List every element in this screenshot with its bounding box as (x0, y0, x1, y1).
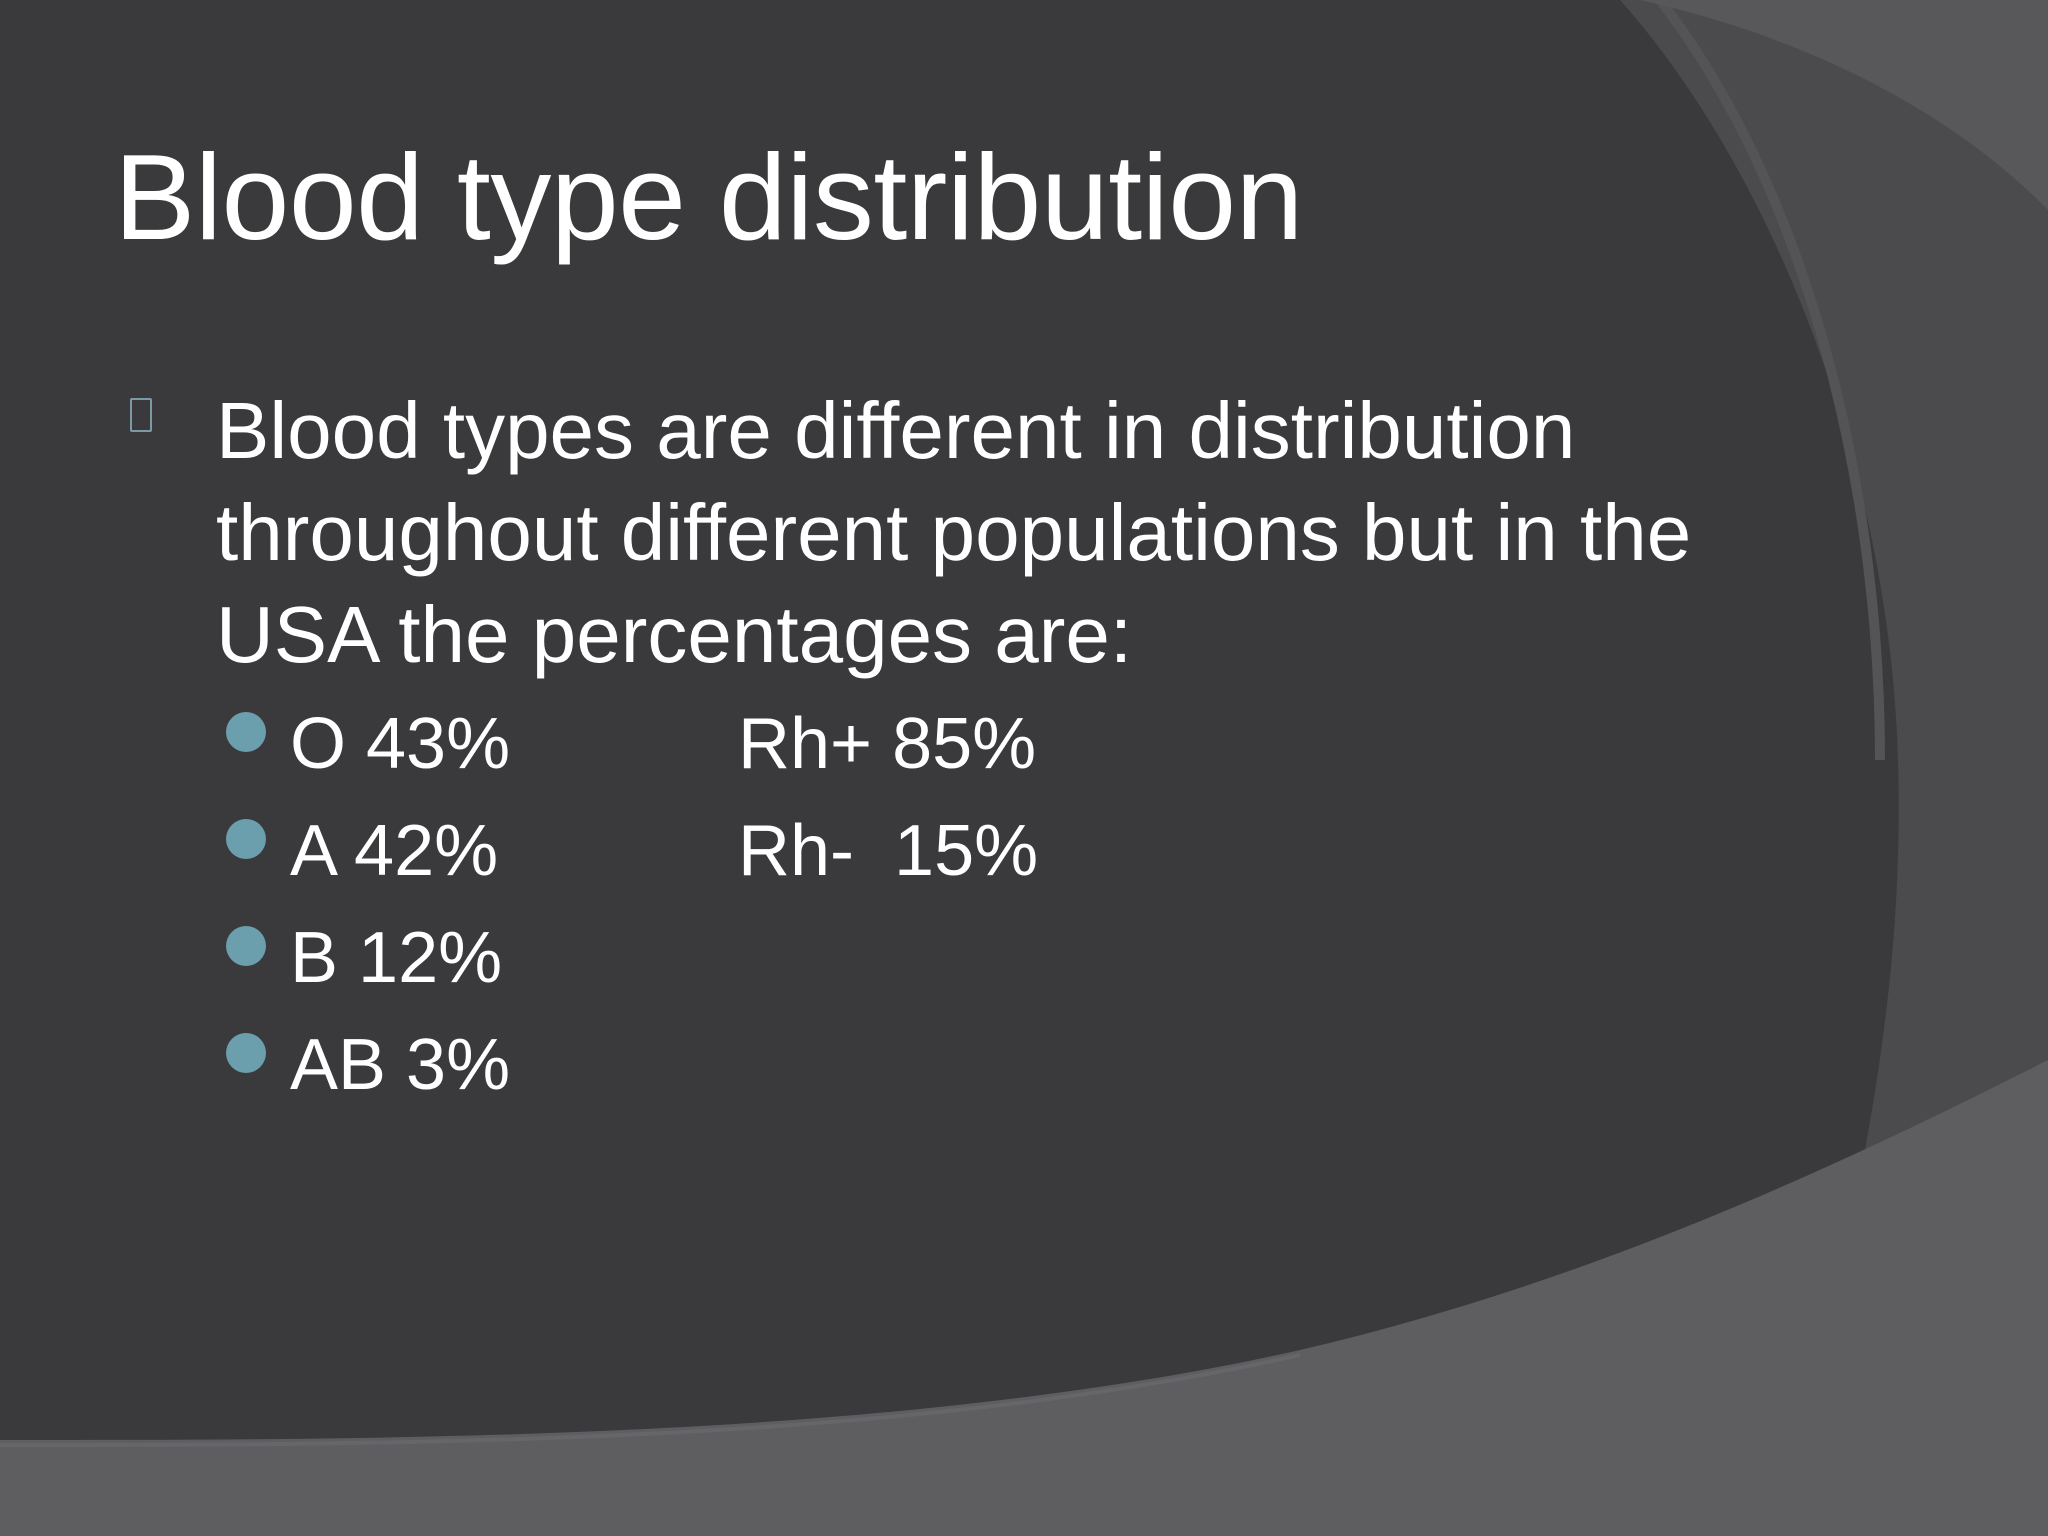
intro-text: Blood types are different in distributio… (216, 386, 1692, 679)
circle-bullet-icon (226, 1033, 266, 1073)
blood-type-label: AB 3% (290, 1025, 511, 1105)
blood-type-label: O 43% (290, 704, 511, 784)
blood-type-label: B 12% (290, 918, 503, 998)
rh-factor-label: Rh+ 85% (738, 704, 1037, 784)
circle-bullet-icon (226, 712, 266, 752)
circle-bullet-icon (226, 926, 266, 966)
circle-bullet-icon (226, 819, 266, 859)
blood-type-label: A 42% (290, 811, 499, 891)
square-bullet-icon (130, 398, 152, 432)
slide-title: Blood type distribution (114, 129, 1303, 265)
rh-factor-label: Rh- 15% (738, 811, 1039, 891)
